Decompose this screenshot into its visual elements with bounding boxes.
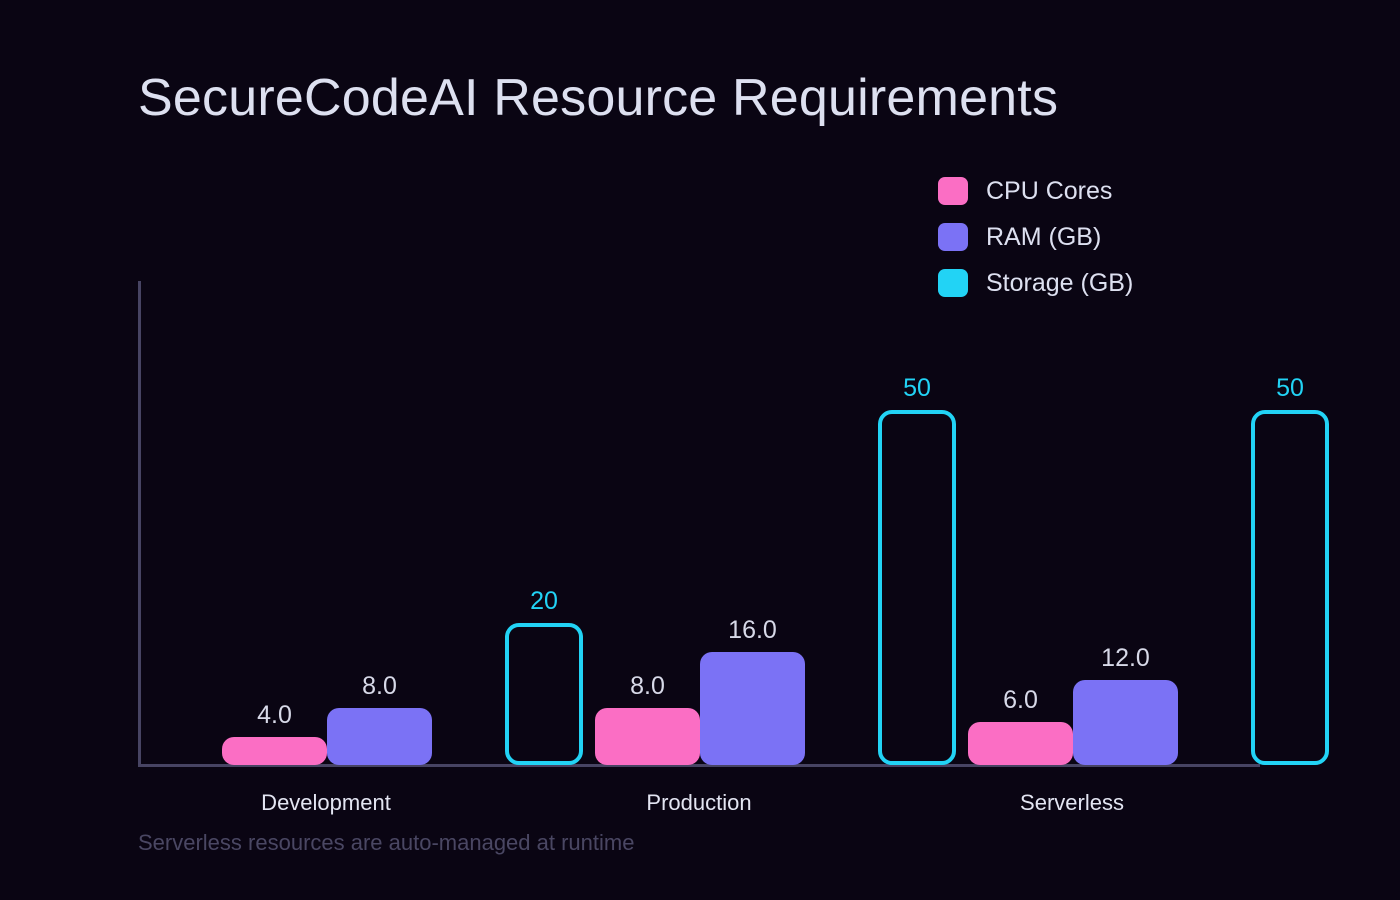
bar-ram-gb-serverless[interactable]	[1073, 679, 1178, 765]
bar-storage-gb-serverless[interactable]	[1251, 410, 1329, 765]
legend-item-ram-gb[interactable]: RAM (GB)	[938, 214, 1133, 260]
legend-label-storage-gb: Storage (GB)	[986, 268, 1134, 297]
x-axis-tick-label: Serverless	[1020, 790, 1124, 815]
legend-swatch-icon-ram-gb	[938, 223, 968, 251]
bar-ram-gb-production[interactable]	[700, 651, 805, 765]
x-axis-tick-label: Development	[261, 790, 391, 815]
bar-value-label: 16.0	[728, 615, 777, 644]
legend-item-storage-gb[interactable]: Storage (GB)	[938, 260, 1133, 306]
legend-swatch-icon-storage-gb	[938, 269, 968, 297]
chart-legend: CPU Cores RAM (GB) Storage (GB)	[938, 168, 1133, 306]
footnote-text: Serverless resources are auto-managed at…	[138, 830, 635, 855]
legend-item-cpu-cores[interactable]: CPU Cores	[938, 168, 1133, 214]
bar-value-label: 20	[530, 587, 558, 616]
legend-label-ram-gb: RAM (GB)	[986, 222, 1102, 251]
bar-value-label: 8.0	[362, 672, 397, 701]
bar-storage-gb-development[interactable]	[505, 623, 583, 765]
bar-cpu-cores-development[interactable]	[222, 736, 327, 765]
bar-value-label: 50	[1276, 374, 1304, 403]
bar-value-label: 50	[903, 374, 931, 403]
x-axis-line	[138, 764, 1260, 767]
bar-storage-gb-production[interactable]	[878, 410, 956, 765]
bar-value-label: 4.0	[257, 700, 292, 729]
bar-value-label: 8.0	[630, 672, 665, 701]
x-axis-tick-label: Production	[646, 790, 752, 815]
bar-value-label: 12.0	[1101, 643, 1150, 672]
legend-swatch-icon-cpu-cores	[938, 177, 968, 205]
bar-ram-gb-development[interactable]	[327, 708, 432, 765]
bar-value-label: 6.0	[1003, 686, 1038, 715]
bar-cpu-cores-production[interactable]	[595, 708, 700, 765]
legend-label-cpu-cores: CPU Cores	[986, 176, 1113, 205]
y-axis-line	[138, 281, 141, 767]
bar-cpu-cores-serverless[interactable]	[968, 722, 1073, 765]
chart-title: SecureCodeAI Resource Requirements	[138, 69, 1059, 127]
